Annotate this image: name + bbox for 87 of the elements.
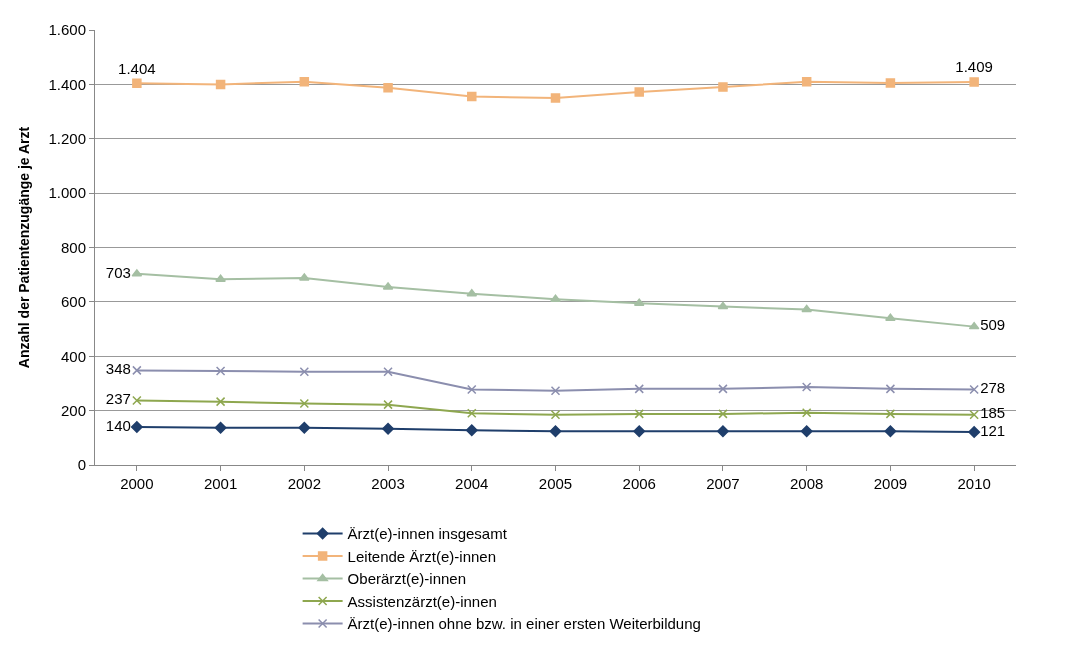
y-tick-label: 400 — [60, 347, 86, 365]
point — [885, 409, 896, 419]
point — [467, 384, 477, 395]
x-tick-label: 2006 — [622, 475, 656, 492]
point — [801, 304, 813, 313]
point — [549, 425, 562, 438]
point — [800, 425, 813, 438]
point — [884, 425, 897, 438]
y-tick-label: 200 — [60, 401, 86, 419]
point — [634, 384, 644, 394]
x-tick-label: 2008 — [789, 475, 824, 492]
point — [968, 426, 981, 439]
point — [383, 367, 393, 377]
point — [550, 93, 561, 103]
point — [383, 399, 393, 410]
data-label: 1.409 — [955, 58, 993, 76]
point — [214, 421, 227, 434]
point — [465, 424, 478, 437]
legend-label: Ärzt(e)-innen insgesamt — [347, 525, 508, 543]
point — [885, 384, 896, 394]
data-label: 278 — [980, 379, 1006, 397]
point — [634, 87, 644, 97]
point — [215, 396, 226, 407]
x-tick-label: 2004 — [455, 475, 489, 492]
point — [718, 409, 728, 419]
point — [717, 425, 729, 438]
point — [215, 366, 226, 376]
legend-label: Ärzt(e)-innen ohne bzw. in einer ersten Weiterbildung — [347, 615, 701, 633]
point — [717, 301, 729, 310]
point — [299, 367, 310, 377]
point — [383, 82, 393, 93]
x-tick-label: 2005 — [538, 475, 573, 492]
legend-label: Leitende Ärzt(e)-innen — [347, 547, 497, 565]
point — [801, 382, 812, 392]
point — [969, 409, 979, 420]
point — [801, 408, 812, 418]
y-tick-label: 800 — [60, 238, 86, 256]
point — [968, 321, 980, 330]
x-tick-label: 2001 — [203, 475, 238, 492]
point — [130, 420, 143, 433]
data-label: 237 — [105, 390, 131, 408]
data-label: 1.404 — [118, 59, 156, 77]
point — [550, 409, 561, 420]
point — [801, 76, 812, 87]
x-tick-label: 2007 — [706, 475, 740, 492]
x-tick-label: 2010 — [957, 475, 991, 492]
point — [885, 313, 896, 321]
point — [633, 425, 646, 438]
point — [299, 398, 310, 409]
point — [550, 386, 561, 396]
point — [382, 422, 394, 435]
point — [215, 274, 226, 283]
data-label: 348 — [105, 360, 131, 378]
y-tick-label: 1.000 — [48, 184, 86, 202]
point — [466, 288, 478, 297]
data-label: 185 — [980, 404, 1006, 422]
data-label: 121 — [980, 421, 1006, 439]
point — [718, 384, 728, 394]
point — [299, 76, 310, 87]
point — [467, 408, 477, 419]
point — [969, 384, 979, 395]
point — [132, 395, 142, 406]
data-label: 509 — [980, 316, 1006, 334]
y-tick-label: 1.200 — [48, 130, 86, 147]
y-tick-label: 600 — [60, 293, 86, 311]
legend-label: Assistenzärzt(e)-innen — [347, 592, 497, 610]
point — [215, 79, 226, 90]
point — [885, 78, 896, 88]
y-tick-label: 1.600 — [48, 21, 86, 39]
legend-label: Oberärzt(e)-innen — [347, 570, 467, 588]
data-label: 140 — [105, 416, 131, 434]
point — [467, 91, 477, 102]
point — [969, 77, 979, 87]
point — [550, 294, 561, 302]
point — [634, 409, 644, 419]
point — [132, 365, 142, 376]
y-axis-title: Anzahl der Patientenzugänge je Arzt — [16, 126, 33, 369]
point — [718, 82, 728, 92]
x-tick-label: 2000 — [120, 475, 154, 492]
point — [132, 78, 142, 89]
x-tick-label: 2003 — [371, 475, 405, 492]
point — [298, 421, 311, 434]
data-label: 703 — [105, 263, 131, 281]
y-tick-label: 1.400 — [48, 75, 86, 93]
y-tick-label: 0 — [77, 456, 86, 474]
x-tick-label: 2009 — [873, 475, 908, 492]
x-tick-label: 2002 — [287, 475, 322, 492]
